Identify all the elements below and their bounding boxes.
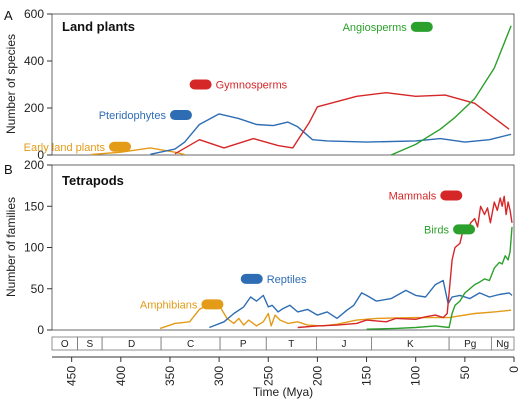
x-tick-label: 350	[163, 366, 177, 386]
series-line-gymnosperms	[174, 91, 510, 155]
series-marker-angiosperms	[410, 21, 433, 32]
series-label-text: Angiosperms	[343, 22, 408, 34]
x-tick-label: 200	[310, 366, 324, 386]
period-s: S	[77, 336, 103, 351]
series-label-text: Reptiles	[267, 274, 307, 286]
series-marker-mammals	[440, 190, 463, 201]
x-axis-ticks: 450 400 350 300 250 200 150 100 50 0	[65, 357, 520, 386]
series-marker-early-land-plants	[109, 141, 132, 152]
y-tick-label: 400	[24, 54, 44, 68]
period-label: D	[128, 339, 135, 350]
x-tick-label: 100	[409, 366, 423, 386]
panel-a-letter: A	[4, 8, 13, 23]
y-tick-label: 50	[31, 282, 45, 296]
series-line-birds	[366, 226, 513, 330]
series-label-amphibians: Amphibians	[140, 299, 224, 311]
x-tick-label: 250	[261, 366, 275, 386]
panel-a-land-plants: A Land plants Number of species 0 200 400 6…	[4, 7, 515, 162]
series-label-text: Mammals	[389, 191, 437, 203]
y-tick-label: 200	[24, 101, 44, 115]
series-line-angiosperms	[390, 25, 512, 156]
series-label-birds: Birds	[424, 224, 476, 236]
period-c: C	[160, 336, 221, 351]
series-label-pteridophytes: Pteridophytes	[99, 110, 192, 122]
period-t: T	[265, 336, 317, 351]
series-line-early-land-plants	[91, 147, 185, 156]
panel-b-tetrapods: B Tetrapods Number of families 0 50 100 150…	[4, 158, 515, 337]
period-label: S	[87, 339, 94, 350]
x-tick-label: 0	[507, 366, 520, 373]
panel-b-y-ticks: 0 50 100 150 200	[24, 158, 52, 337]
x-tick-label: 400	[114, 366, 128, 386]
period-label: T	[288, 339, 294, 350]
y-tick-label: 100	[24, 241, 44, 255]
x-axis-title: Time (Mya)	[253, 385, 313, 399]
period-label: Pg	[464, 339, 476, 350]
series-marker-reptiles	[240, 273, 263, 284]
series-label-angiosperms: Angiosperms	[343, 21, 433, 34]
period-ng: Ng	[490, 336, 515, 351]
series-line-reptiles	[209, 279, 513, 329]
geologic-period-strip: O S D C P T J K Pg Ng	[51, 336, 515, 351]
panel-a-y-axis-title: Number of species	[4, 34, 18, 134]
series-label-early-land-plants: Early land plants	[24, 141, 132, 154]
period-o: O	[51, 336, 78, 351]
period-k: K	[371, 336, 450, 351]
series-label-text: Pteridophytes	[99, 110, 167, 122]
y-tick-label: 0	[37, 148, 44, 162]
panel-a-y-ticks: 0 200 400 600	[24, 7, 52, 162]
panel-b-plot-frame	[51, 164, 515, 331]
y-tick-label: 0	[37, 323, 44, 337]
y-tick-label: 150	[24, 199, 44, 213]
period-label: P	[240, 339, 247, 350]
x-tick-label: 450	[65, 366, 79, 386]
panel-b-series-labels: Mammals Birds Reptiles Amphibians	[140, 190, 476, 311]
period-j: J	[316, 336, 372, 351]
period-label: O	[61, 339, 69, 350]
period-label: K	[407, 339, 414, 350]
series-label-text: Gymnosperms	[216, 80, 288, 92]
period-pg: Pg	[448, 336, 492, 351]
x-axis: 450 400 350 300 250 200 150 100 50 0 Time (Mya)	[52, 356, 520, 399]
panel-a-series-labels: Angiosperms Gymnosperms Pteridophytes Early…	[24, 21, 433, 154]
panel-b-y-axis-title: Number of families	[4, 197, 18, 297]
series-marker-birds	[453, 224, 476, 235]
series-line-pteridophytes	[150, 113, 512, 155]
series-label-text: Birds	[424, 224, 450, 236]
series-marker-pteridophytes	[169, 110, 192, 121]
x-tick-label: 50	[458, 366, 472, 380]
y-tick-label: 600	[24, 7, 44, 21]
panel-b-letter: B	[4, 162, 13, 177]
series-label-text: Amphibians	[140, 299, 198, 311]
period-label: J	[341, 339, 346, 350]
panel-a-series	[91, 25, 512, 156]
x-tick-label: 150	[360, 366, 374, 386]
period-d: D	[101, 336, 162, 351]
series-label-text: Early land plants	[24, 142, 106, 154]
series-marker-amphibians	[201, 299, 224, 310]
x-tick-label: 300	[212, 366, 226, 386]
y-tick-label: 200	[24, 158, 44, 172]
period-label: C	[187, 339, 194, 350]
period-p: P	[219, 336, 267, 351]
series-label-gymnosperms: Gymnosperms	[189, 79, 288, 92]
series-label-mammals: Mammals	[389, 190, 463, 203]
series-marker-gymnosperms	[189, 79, 212, 90]
panel-b-title: Tetrapods	[62, 173, 124, 188]
period-box	[490, 336, 515, 351]
panel-a-title: Land plants	[62, 19, 135, 34]
series-label-reptiles: Reptiles	[240, 273, 307, 286]
period-label: Ng	[496, 339, 509, 350]
